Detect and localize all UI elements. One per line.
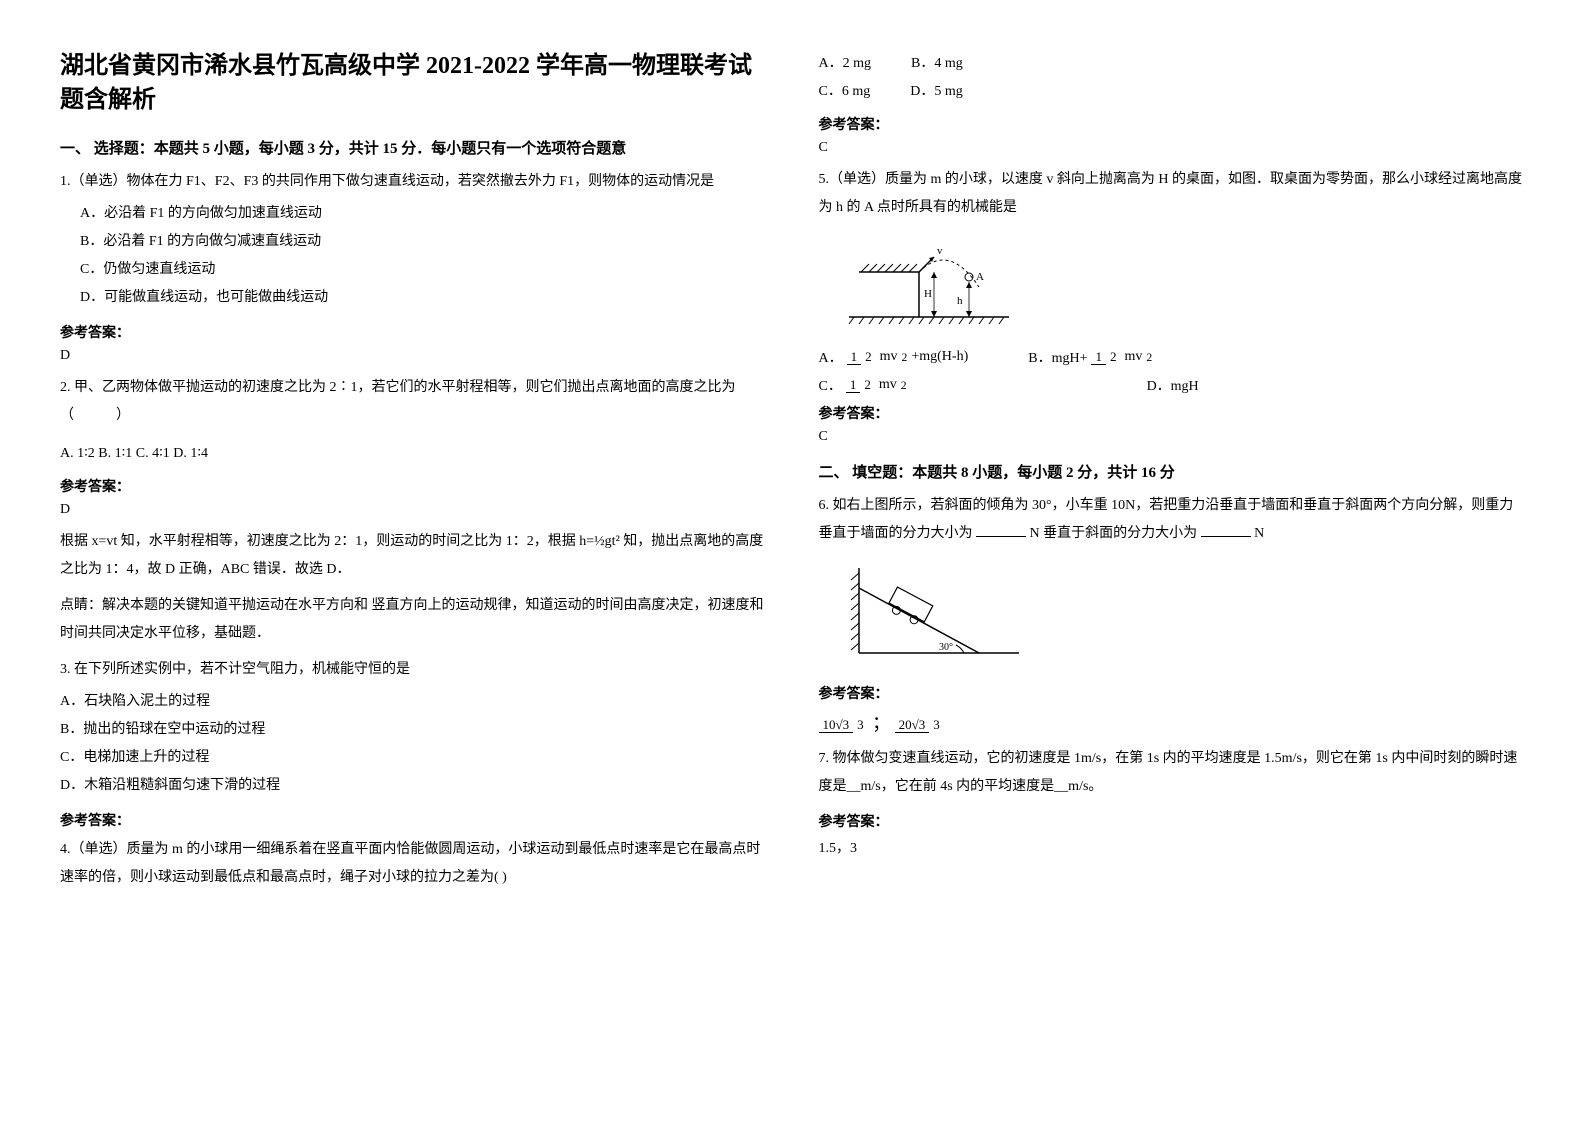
q4-option-d: D．5 mg [910,78,963,106]
q4-option-c: C．6 mg [819,78,871,106]
q2-answer: D [60,502,769,518]
q7-answer-label: 参考答案： [819,811,1528,831]
q5-optA-suffix: +mg(H-h) [911,349,968,365]
q1-answer: D [60,348,769,364]
question-1: 1.（单选）物体在力 F1、F2、F3 的共同作用下做匀速直线运动，若突然撤去外… [60,168,769,312]
q5-optB-prefix: B．mgH+ [1028,347,1087,367]
projectile-diagram-svg: v A H h [839,232,1019,332]
q5-answer-label: 参考答案： [819,403,1528,423]
q1-text: 1.（单选）物体在力 F1、F2、F3 的共同作用下做匀速直线运动，若突然撤去外… [60,168,769,196]
svg-text:v: v [937,245,943,257]
q4-answer-label: 参考答案： [819,114,1528,134]
q3-option-c: C．电梯加速上升的过程 [60,744,769,772]
q4-answer: C [819,140,1528,156]
svg-text:A: A [976,271,984,283]
q6-blank-1 [976,523,1026,537]
q5-option-c: C． 12mv2 [819,375,907,395]
q6-text-2: N 垂直于斜面的分力大小为 [1030,526,1198,541]
question-7: 7. 物体做匀变速直线运动，它的初速度是 1m/s，在第 1s 内的平均速度是 … [819,745,1528,801]
svg-text:H: H [924,288,932,300]
q5-answer: C [819,429,1528,445]
question-3: 3. 在下列所述实例中，若不计空气阻力，机械能守恒的是 A．石块陷入泥土的过程 … [60,656,769,800]
section-1-header: 一、 选择题：本题共 5 小题，每小题 3 分，共计 15 分．每小题只有一个选… [60,137,769,158]
q6-answer: 10√33 ； 20√33 [819,709,1528,735]
q4-options-row1: A．2 mg B．4 mg [819,50,1528,78]
question-5: 5.（单选）质量为 m 的小球，以速度 v 斜向上抛离高为 H 的桌面，如图．取… [819,166,1528,222]
q6-diagram: 30° [839,558,1528,673]
q2-explain-2: 点睛：解决本题的关键知道平抛运动在水平方向和 竖直方向上的运动规律，知道运动的时… [60,592,769,648]
q3-option-d: D．木箱沿粗糙斜面匀速下滑的过程 [60,772,769,800]
q3-text: 3. 在下列所述实例中，若不计空气阻力，机械能守恒的是 [60,656,769,684]
q4-options-row2: C．6 mg D．5 mg [819,78,1528,106]
q6-text-3: N [1254,526,1264,541]
question-6: 6. 如右上图所示，若斜面的倾角为 30°，小车重 10N，若把重力沿垂直于墙面… [819,492,1528,548]
right-column: A．2 mg B．4 mg C．6 mg D．5 mg 参考答案： C 5.（单… [819,50,1528,1072]
q5-options-row2: C． 12mv2 D．mgH [819,375,1528,395]
q1-option-a: A．必沿着 F1 的方向做匀加速直线运动 [80,200,769,228]
q1-option-c: C．仍做匀速直线运动 [80,256,769,284]
q5-option-a: A． 12mv2 +mg(H-h) [819,347,969,367]
q1-answer-label: 参考答案： [60,322,769,342]
q5-option-b: B．mgH+ 12mv2 [1028,347,1152,367]
q5-option-d: D．mgH [1147,375,1199,395]
svg-text:30°: 30° [939,642,953,653]
question-2: 2. 甲、乙两物体做平抛运动的初速度之比为 2∶1，若它们的水平射程相等，则它们… [60,374,769,430]
q3-option-b: B．抛出的铅球在空中运动的过程 [60,716,769,744]
q2-answer-label: 参考答案： [60,476,769,496]
q3-option-a: A．石块陷入泥土的过程 [60,688,769,716]
q6-answer-label: 参考答案： [819,683,1528,703]
q4-text: 4.（单选）质量为 m 的小球用一细绳系着在竖直平面内恰能做圆周运动，小球运动到… [60,836,769,892]
q5-optC-prefix: C． [819,375,842,395]
q4-option-a: A．2 mg [819,50,872,78]
q6-ans2-num: 20√3 [895,717,930,733]
section-2-header: 二、 填空题：本题共 8 小题，每小题 2 分，共计 16 分 [819,461,1528,482]
q1-option-d: D．可能做直线运动，也可能做曲线运动 [80,284,769,312]
q5-diagram: v A H h [839,232,1528,337]
q5-text: 5.（单选）质量为 m 的小球，以速度 v 斜向上抛离高为 H 的桌面，如图．取… [819,166,1528,222]
document-title: 湖北省黄冈市浠水县竹瓦高级中学 2021-2022 学年高一物理联考试题含解析 [60,50,769,117]
q6-ans2-den: 3 [929,717,944,732]
q7-answer: 1.5，3 [819,837,1528,857]
q1-option-b: B．必沿着 F1 的方向做匀减速直线运动 [80,228,769,256]
q6-ans1-num: 10√3 [819,717,854,733]
q6-ans1-den: 3 [853,717,868,732]
q2-options: A. 1∶2 B. 1∶1 C. 4∶1 D. 1∶4 [60,440,769,468]
q3-answer-label: 参考答案： [60,810,769,830]
q5-options-row1: A． 12mv2 +mg(H-h) B．mgH+ 12mv2 [819,347,1528,367]
svg-text:h: h [957,295,963,307]
q6-separator: ； [872,713,890,733]
left-column: 湖北省黄冈市浠水县竹瓦高级中学 2021-2022 学年高一物理联考试题含解析 … [60,50,769,1072]
q7-text: 7. 物体做匀变速直线运动，它的初速度是 1m/s，在第 1s 内的平均速度是 … [819,745,1528,801]
incline-diagram-svg: 30° [839,558,1039,668]
question-4: 4.（单选）质量为 m 的小球用一细绳系着在竖直平面内恰能做圆周运动，小球运动到… [60,836,769,892]
q5-optA-prefix: A． [819,347,843,367]
q4-option-b: B．4 mg [911,50,963,78]
q2-explain-1: 根据 x=vt 知，水平射程相等，初速度之比为 2：1，则运动的时间之比为 1：… [60,528,769,584]
q6-blank-2 [1201,523,1251,537]
q2-text: 2. 甲、乙两物体做平抛运动的初速度之比为 2∶1，若它们的水平射程相等，则它们… [60,374,769,430]
